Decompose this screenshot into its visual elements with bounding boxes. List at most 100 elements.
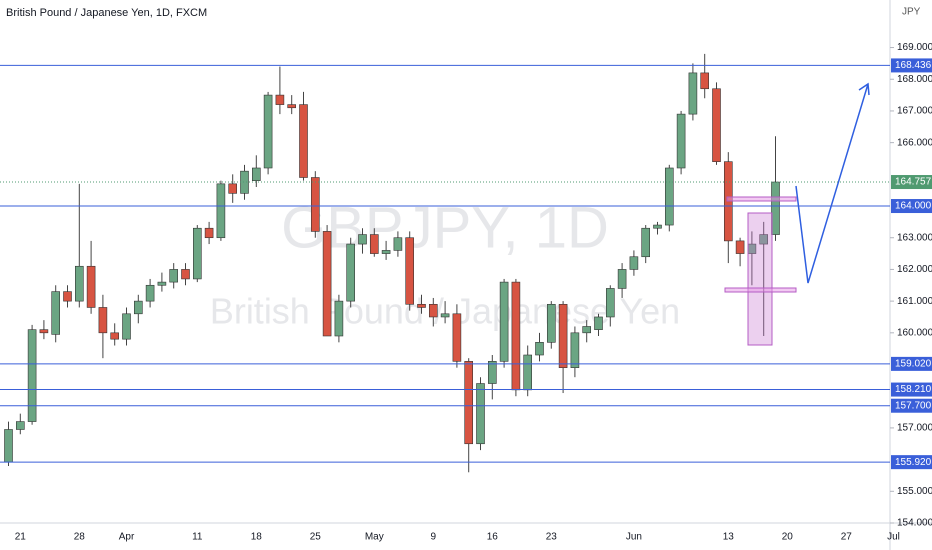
candle-body	[310, 177, 320, 232]
candle-body	[98, 307, 108, 334]
y-tick-label: 154.000	[897, 518, 932, 529]
candle-body	[252, 167, 261, 181]
candle-body	[523, 354, 533, 391]
x-tick-label: 23	[546, 532, 558, 543]
x-tick-label: 18	[251, 532, 263, 543]
level-line-tag	[891, 455, 932, 470]
candle-body	[617, 269, 627, 289]
candle-body	[346, 243, 356, 302]
candle-body	[181, 269, 190, 280]
arrow-head	[858, 82, 870, 96]
x-tick-label: 21	[15, 532, 27, 543]
candle-body	[169, 269, 178, 283]
x-tick-label: 16	[487, 532, 499, 543]
candle-body	[358, 234, 367, 245]
candle-body	[145, 284, 155, 302]
candle-body	[605, 288, 615, 318]
level-line-label: 157.700	[895, 400, 932, 411]
rectangle-drawing	[724, 287, 797, 293]
candle-body	[63, 291, 72, 302]
candle-body	[334, 300, 344, 337]
candle-body	[535, 342, 544, 356]
candle-body	[27, 329, 37, 422]
y-tick-label: 163.000	[897, 232, 932, 243]
chart-title: British Pound / Japanese Yen, 1D, FXCM	[6, 7, 207, 19]
candle-body	[405, 237, 415, 305]
level-line-tag	[891, 382, 932, 397]
rectangle-drawing	[747, 212, 773, 346]
x-tick-label: 20	[782, 532, 794, 543]
candle-body	[476, 383, 485, 445]
drawings	[724, 82, 870, 346]
candle-body	[487, 361, 497, 384]
candle-body	[228, 183, 237, 194]
candle-body	[275, 94, 285, 105]
y-tick-label: 162.000	[897, 264, 932, 275]
level-line-label: 168.436	[895, 60, 932, 71]
rectangle-drawing	[726, 196, 797, 202]
level-line-label: 155.920	[895, 457, 932, 468]
candle-body	[4, 429, 13, 463]
candle-body	[322, 231, 332, 337]
candle-body	[216, 183, 226, 239]
level-line-label: 164.000	[895, 201, 932, 212]
level-line-label: 158.210	[895, 384, 932, 395]
candle-body	[428, 303, 438, 318]
candle-body	[381, 250, 391, 254]
level-line-label: 159.020	[895, 359, 932, 370]
level-line-tag	[891, 356, 932, 371]
candle-body	[546, 303, 556, 343]
candle-body	[688, 72, 698, 115]
x-tick-label: 27	[841, 532, 853, 543]
y-tick-label: 160.000	[897, 327, 932, 338]
candle-body	[110, 332, 119, 340]
candle-body	[299, 104, 308, 178]
candle-body	[570, 332, 580, 368]
candle-body	[676, 113, 686, 169]
candle-body	[582, 326, 592, 334]
last-price-line-tag	[891, 175, 932, 190]
y-tick-label: 168.000	[897, 74, 932, 85]
plot	[4, 53, 780, 473]
candle-body	[240, 170, 249, 194]
x-tick-label: 28	[74, 532, 86, 543]
level-line-tag	[891, 398, 932, 413]
x-tick-label: Jun	[626, 532, 642, 543]
arrow-drawing	[795, 83, 869, 284]
candle-body	[558, 303, 568, 368]
candle-body	[664, 167, 674, 226]
x-tick-label: Jul	[887, 532, 900, 543]
candle-body	[700, 72, 710, 90]
candle-body	[39, 329, 49, 334]
candle-body	[499, 281, 509, 362]
candle-body	[452, 313, 462, 362]
candle-body	[759, 234, 769, 245]
candle-body	[122, 313, 131, 340]
candle-body	[712, 88, 721, 162]
candle-body	[594, 316, 603, 330]
x-tick-label: Apr	[119, 532, 135, 543]
x-tick-label: 9	[431, 532, 437, 543]
x-tick-label: May	[365, 532, 384, 543]
x-tick-label: 25	[310, 532, 322, 543]
axes: 154.000 155.000 157.000 160.000 161.000 162.0…	[0, 42, 932, 543]
y-tick-label: 166.000	[897, 137, 932, 148]
candle-body	[417, 303, 426, 308]
candle-body	[464, 361, 474, 445]
y-tick-label: 169.000	[897, 42, 932, 53]
y-tick-label: 167.000	[897, 106, 932, 117]
x-tick-label: 11	[192, 532, 203, 543]
candle-body	[75, 265, 84, 302]
currency-label: JPY	[902, 7, 921, 18]
candle-body	[157, 281, 167, 286]
y-tick-label: 161.000	[897, 296, 932, 307]
candle-body	[86, 265, 96, 308]
y-tick-label: 157.000	[897, 423, 932, 434]
last-price-line-label: 164.757	[895, 177, 932, 188]
candle-body	[369, 234, 379, 254]
candle-body	[204, 227, 214, 239]
candle-body	[393, 237, 403, 251]
y-tick-label: 155.000	[897, 486, 932, 497]
candle-body	[735, 240, 745, 254]
